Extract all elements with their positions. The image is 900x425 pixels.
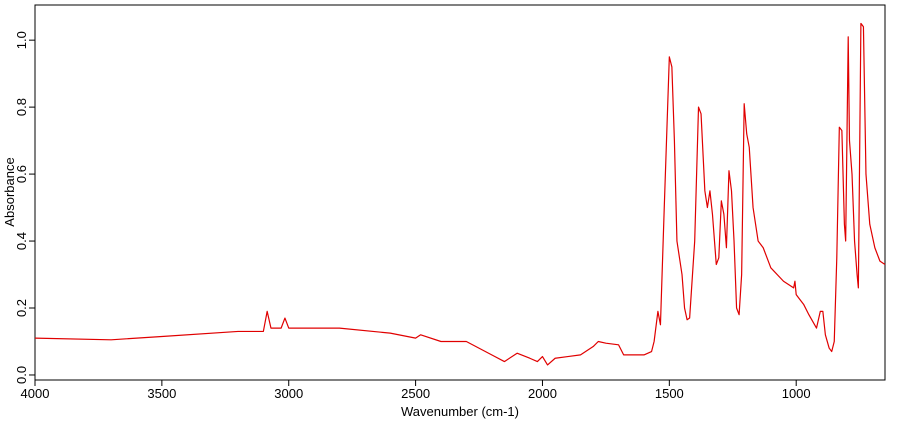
y-tick-label: 0.0 xyxy=(14,366,29,384)
x-tick-label: 4000 xyxy=(21,386,50,401)
x-tick-label: 3000 xyxy=(274,386,303,401)
y-tick-label: 0.4 xyxy=(14,232,29,250)
x-tick-label: 3500 xyxy=(147,386,176,401)
x-tick-label: 1000 xyxy=(782,386,811,401)
y-tick-label: 0.8 xyxy=(14,98,29,116)
y-axis-label: Absorbance xyxy=(2,157,17,226)
x-axis-label: Wavenumber (cm-1) xyxy=(401,404,519,419)
x-tick-label: 2500 xyxy=(401,386,430,401)
spectrum-line xyxy=(34,22,886,366)
y-tick-label: 1.0 xyxy=(14,31,29,49)
plot-frame xyxy=(34,4,886,381)
x-tick-label: 2000 xyxy=(528,386,557,401)
y-tick-label: 0.6 xyxy=(14,165,29,183)
x-tick-label: 1500 xyxy=(655,386,684,401)
y-tick-label: 0.2 xyxy=(14,299,29,317)
